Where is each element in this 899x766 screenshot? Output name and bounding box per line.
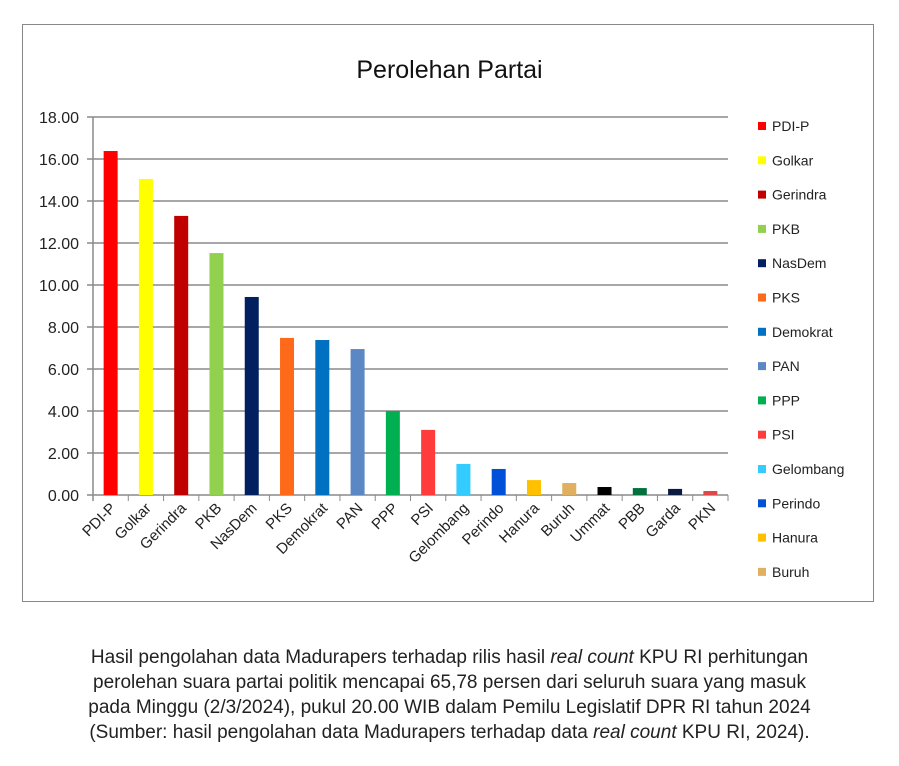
- bar-hanura: [526, 480, 541, 495]
- x-tick-label: PKN: [685, 500, 719, 534]
- x-tick-label: Ummat: [567, 499, 614, 546]
- y-tick-label: 4.00: [48, 404, 79, 421]
- legend-label: Gelombang: [772, 461, 844, 477]
- caption-text: (Sumber: hasil pengolahan data Maduraper…: [89, 722, 594, 743]
- bar-psi: [421, 429, 436, 495]
- legend-label: Perindo: [772, 495, 820, 511]
- legend-swatch: [758, 224, 766, 233]
- legend-swatch: [758, 362, 766, 371]
- legend-label: Hanura: [772, 530, 818, 546]
- caption-text: KPU RI, 2024).: [676, 722, 810, 743]
- legend-swatch: [758, 190, 766, 199]
- x-tick-label: PPP: [368, 500, 401, 533]
- bar-ummat: [597, 487, 612, 495]
- bar-garda: [668, 488, 683, 495]
- bar-pks: [280, 337, 295, 495]
- legend-label: PKB: [772, 221, 800, 237]
- bar-golkar: [138, 178, 153, 495]
- x-tick-label: Hanura: [496, 499, 543, 546]
- y-tick-label: 12.00: [39, 236, 79, 253]
- bar-chart: 0.00 2.00 4.00 6.00 8.00 10.00 12.00 14.00 16.00…: [39, 110, 844, 580]
- legend-swatch: [758, 396, 766, 405]
- caption-italic: real count: [593, 722, 677, 743]
- bar-gelombang: [456, 463, 471, 495]
- legend-swatch: [758, 465, 766, 473]
- legend-swatch: [758, 499, 766, 508]
- caption-text: perolehan suara partai politik mencapai …: [93, 672, 806, 693]
- legend-label: Buruh: [772, 564, 809, 580]
- caption-text: pada Minggu (2/3/2024), pukul 20.00 WIB …: [88, 697, 811, 718]
- legend-label: Gerindra: [772, 187, 827, 203]
- legend-swatch: [758, 259, 766, 268]
- y-tick-label: 10.00: [39, 278, 79, 295]
- bar-perindo: [491, 468, 506, 495]
- legend-swatch: [758, 122, 766, 130]
- legend-label: Golkar: [772, 152, 814, 168]
- legend-label: PKS: [772, 290, 800, 306]
- bar-ppp: [385, 411, 400, 495]
- legend-swatch: [758, 430, 766, 439]
- legend-swatch: [758, 327, 766, 336]
- y-tick-label: 14.00: [39, 194, 79, 211]
- y-tick-label: 0.00: [48, 488, 79, 505]
- bar-pan: [350, 349, 365, 495]
- legend-label: PSI: [772, 427, 795, 443]
- bar-demokrat: [315, 340, 330, 495]
- legend-label: NasDem: [772, 255, 826, 271]
- y-tick-label: 8.00: [48, 320, 79, 337]
- legend-swatch: [758, 567, 766, 576]
- chart-title: Perolehan Partai: [356, 56, 543, 84]
- y-tick-label: 16.00: [39, 152, 79, 169]
- bar-pkn: [703, 491, 718, 495]
- x-tick-label: PSI: [408, 500, 437, 529]
- legend-label: Demokrat: [772, 324, 833, 340]
- y-tick-label: 6.00: [48, 362, 79, 379]
- legend-label: PAN: [772, 358, 800, 374]
- legend-label: PPP: [772, 392, 800, 408]
- bar-pbb: [632, 488, 647, 495]
- caption-italic: real count: [550, 647, 634, 668]
- bar-pkb: [209, 253, 224, 495]
- caption-text: KPU RI perhitungan: [633, 647, 809, 668]
- y-tick-label: 2.00: [48, 446, 79, 463]
- legend-swatch: [758, 533, 766, 542]
- bar-nasdem: [244, 296, 259, 495]
- legend-label: PDI-P: [772, 118, 809, 134]
- x-tick-label: PAN: [333, 500, 366, 533]
- caption: Hasil pengolahan data Madurapers terhada…: [20, 645, 879, 745]
- y-tick-label: 18.00: [39, 110, 79, 127]
- chart-frame: [22, 24, 874, 602]
- bar-buruh: [562, 483, 577, 495]
- bar-pdi-p: [103, 151, 118, 495]
- bar-gerindra: [174, 215, 189, 495]
- legend-swatch: [758, 293, 766, 302]
- caption-text: Hasil pengolahan data Madurapers terhada…: [90, 647, 551, 668]
- legend-swatch: [758, 156, 766, 165]
- x-tick-label: Garda: [642, 499, 684, 541]
